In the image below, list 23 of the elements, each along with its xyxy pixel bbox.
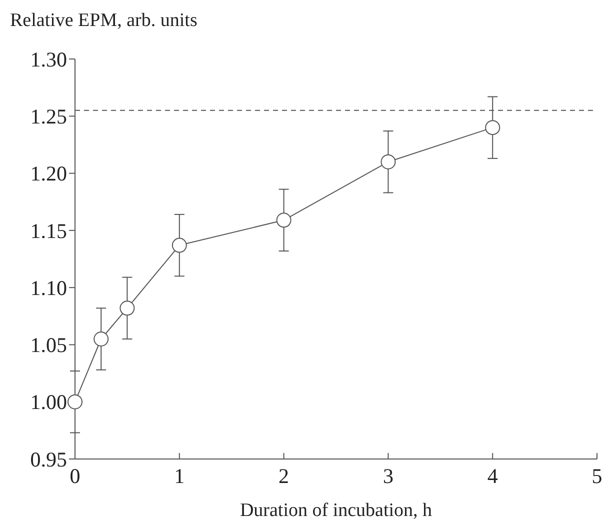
- y-tick-label: 1.05: [30, 333, 67, 358]
- x-tick-label: 4: [487, 464, 498, 488]
- point: [172, 238, 187, 253]
- y-tick-label: 1.30: [30, 47, 67, 72]
- x-tick-label: 5: [592, 464, 602, 488]
- y-tick-label: 1.20: [30, 162, 67, 186]
- x-tick-label: 0: [70, 464, 80, 488]
- point: [485, 120, 500, 136]
- y-tick-label: 1.00: [30, 390, 67, 414]
- y-tick-label: 1.10: [30, 276, 67, 300]
- point: [120, 300, 135, 316]
- point: [380, 154, 396, 170]
- point: [94, 332, 109, 346]
- x-tick-label: 1: [174, 464, 185, 488]
- x-axis-title: Duration of incubation, h: [240, 500, 433, 521]
- x-tick-label: 2: [278, 464, 290, 488]
- point: [68, 394, 82, 410]
- y-tick-label: 1.25: [30, 104, 67, 128]
- y-tick-label: 0.95: [30, 447, 67, 472]
- x-tick-label: 3: [382, 464, 394, 488]
- point: [276, 212, 292, 228]
- y-tick-label: 1.15: [30, 218, 67, 243]
- y-axis-title: Relative EPM, arb. units: [10, 10, 198, 31]
